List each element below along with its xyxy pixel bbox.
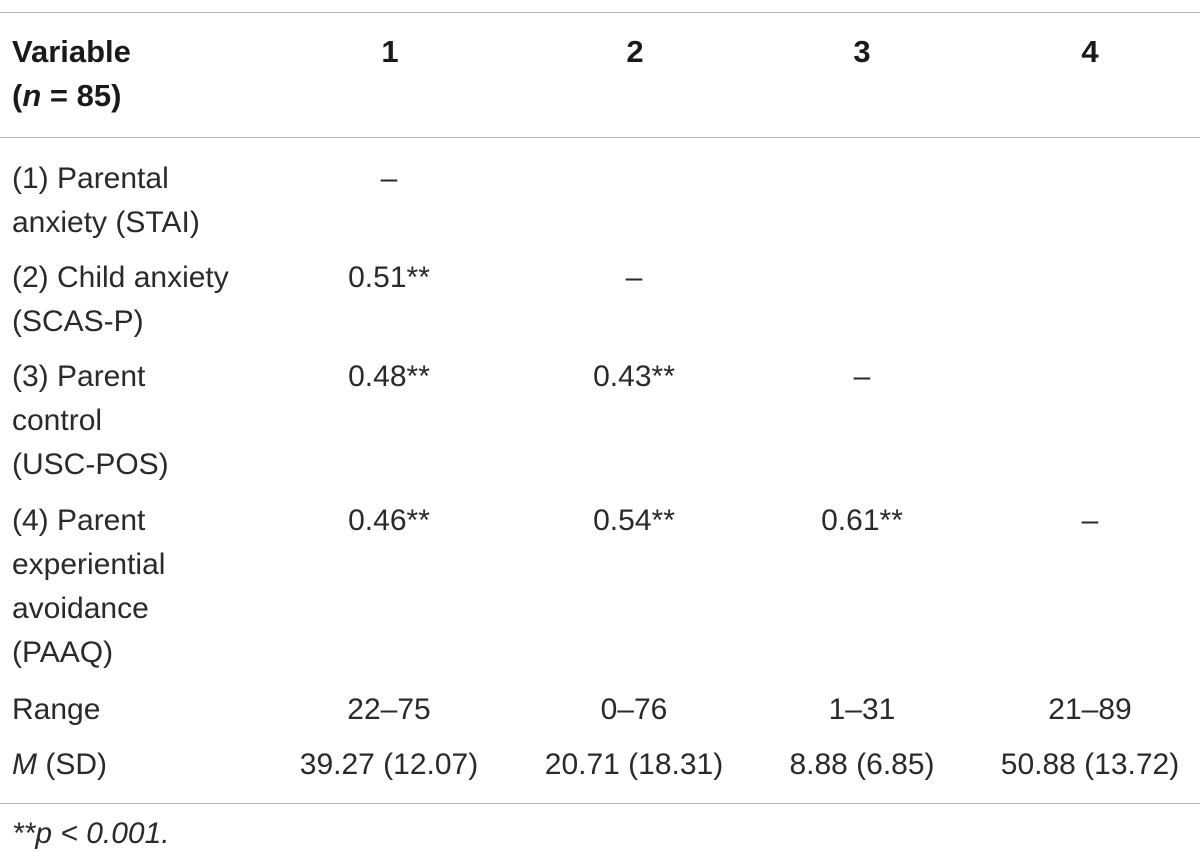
row-3-label-line: (USC-POS) bbox=[12, 448, 169, 481]
row-3-cell-2: 0.43** bbox=[593, 360, 675, 393]
header-n-value: = 85) bbox=[41, 78, 122, 113]
row-mean-cell-2: 20.71 (18.31) bbox=[544, 748, 724, 781]
header-variable: Variable (n = 85) bbox=[12, 30, 131, 118]
header-variable-line2: (n = 85) bbox=[12, 74, 131, 118]
row-1-label-line: anxiety (STAI) bbox=[12, 206, 200, 239]
row-mean-label-italic: M bbox=[12, 748, 37, 781]
row-mean-label: M (SD) bbox=[12, 743, 272, 787]
header-n-open: ( bbox=[12, 78, 23, 113]
row-4-label-line: (4) Parent bbox=[12, 504, 146, 537]
header-col-4: 4 bbox=[1081, 34, 1099, 69]
row-4-cell-1: 0.46** bbox=[348, 504, 430, 537]
row-range-cell-3: 1–31 bbox=[828, 693, 896, 726]
row-4-cell-4: – bbox=[1081, 504, 1099, 537]
row-4-label: (4) Parent experiential avoidance (PAAQ) bbox=[12, 499, 272, 675]
row-2-label: (2) Child anxiety (SCAS-P) bbox=[12, 256, 272, 344]
header-col-3: 3 bbox=[853, 34, 871, 69]
row-range-cell-1: 22–75 bbox=[347, 693, 431, 726]
row-mean-cell-1: 39.27 (12.07) bbox=[299, 748, 479, 781]
table-bottom-rule bbox=[0, 803, 1200, 804]
row-mean-cell-4: 50.88 (13.72) bbox=[1000, 748, 1180, 781]
row-4-label-line: avoidance bbox=[12, 592, 149, 625]
row-range-cell-2: 0–76 bbox=[600, 693, 668, 726]
row-1-cell-1: – bbox=[380, 162, 398, 195]
row-3-label-line: control bbox=[12, 404, 103, 437]
row-2-cell-2: – bbox=[625, 261, 643, 294]
row-3-label: (3) Parent control (USC-POS) bbox=[12, 355, 272, 487]
row-3-cell-1: 0.48** bbox=[348, 360, 430, 393]
row-4-label-line: experiential bbox=[12, 548, 166, 581]
header-variable-line1: Variable bbox=[12, 34, 131, 69]
row-mean-label-suffix: (SD) bbox=[37, 748, 107, 781]
row-3-label-line: (3) Parent bbox=[12, 360, 146, 393]
row-2-label-line: (SCAS-P) bbox=[12, 305, 144, 338]
row-2-cell-1: 0.51** bbox=[348, 261, 430, 294]
row-range-label: Range bbox=[12, 693, 101, 726]
row-4-cell-3: 0.61** bbox=[821, 504, 903, 537]
table-top-rule bbox=[0, 12, 1200, 13]
table-footnote: **p < 0.001. bbox=[12, 817, 170, 850]
header-col-2: 2 bbox=[626, 34, 644, 69]
row-4-label-line: (PAAQ) bbox=[12, 636, 114, 669]
header-n-italic: n bbox=[22, 78, 42, 113]
row-1-label-line: (1) Parental bbox=[12, 162, 169, 195]
row-3-cell-3: – bbox=[853, 360, 871, 393]
table-header-rule bbox=[0, 137, 1200, 138]
row-mean-cell-3: 8.88 (6.85) bbox=[789, 748, 935, 781]
row-4-cell-2: 0.54** bbox=[593, 504, 675, 537]
row-2-label-line: (2) Child anxiety bbox=[12, 261, 229, 294]
row-1-label: (1) Parental anxiety (STAI) bbox=[12, 157, 272, 245]
header-col-1: 1 bbox=[381, 34, 399, 69]
row-range-cell-4: 21–89 bbox=[1048, 693, 1132, 726]
